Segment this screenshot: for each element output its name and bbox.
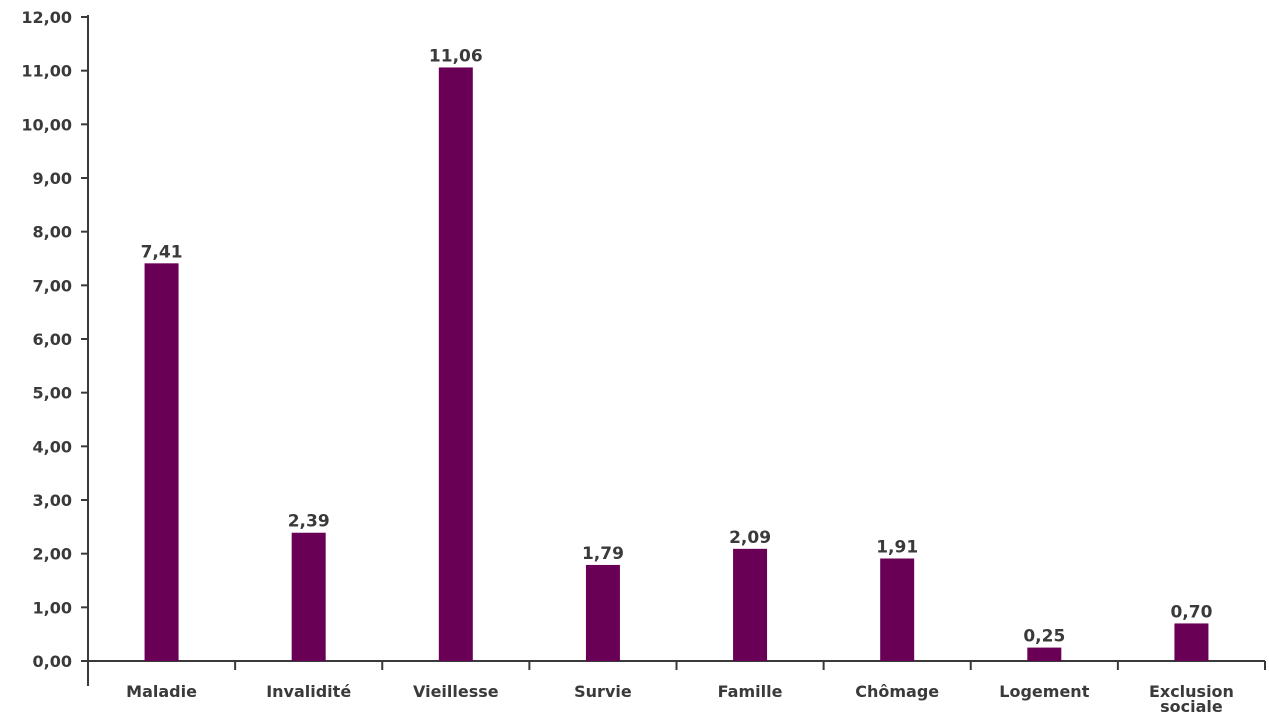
category-label: Survie [574,682,632,701]
bar [144,263,179,661]
bar [438,67,473,662]
y-tick-label: 7,00 [33,276,72,295]
y-tick-label: 6,00 [33,330,72,349]
y-tick-label: 3,00 [33,491,72,510]
bar [585,564,620,661]
category-label: Maladie [126,682,197,701]
y-tick-label: 0,00 [33,652,72,671]
data-label: 2,09 [729,528,771,548]
data-label: 0,70 [1170,602,1212,622]
category-label: Invalidité [266,682,351,701]
data-label: 7,41 [141,242,183,262]
category-label: Logement [999,682,1089,701]
category-label: Chômage [855,682,939,701]
y-axis: 0,00 1,00 2,00 3,00 4,00 5,00 6,00 7,00 8,00 9,00… [21,8,89,686]
data-label: 2,39 [288,512,330,532]
category-labels: Maladie Invalidité Vieillesse Survie Famille… [126,682,1234,716]
data-label: 0,25 [1023,627,1065,647]
category-label: Vieillesse [413,682,499,701]
category-label: Exclusion [1149,682,1234,701]
category-label: sociale [1160,697,1223,716]
data-label: 11,06 [429,46,483,66]
bar [880,558,915,661]
bar [1174,623,1209,661]
data-label: 1,79 [582,544,624,564]
y-tick-label: 2,00 [33,545,72,564]
y-tick-label: 11,00 [21,62,72,81]
bars [144,67,1209,662]
data-label: 1,91 [876,537,918,557]
y-tick-label: 4,00 [33,437,72,456]
y-tick-label: 12,00 [21,8,72,27]
bar [291,532,326,661]
bar [1027,647,1062,661]
y-tick-label: 9,00 [33,169,72,188]
x-axis [88,660,1266,670]
y-tick-label: 5,00 [33,384,72,403]
data-labels: 7,41 2,39 11,06 1,79 2,09 1,91 0,25 0,70 [141,46,1213,646]
y-tick-label: 8,00 [33,223,72,242]
bar [733,548,768,661]
category-label: Famille [718,682,783,701]
y-tick-label: 10,00 [21,115,72,134]
y-tick-label: 1,00 [33,598,72,617]
